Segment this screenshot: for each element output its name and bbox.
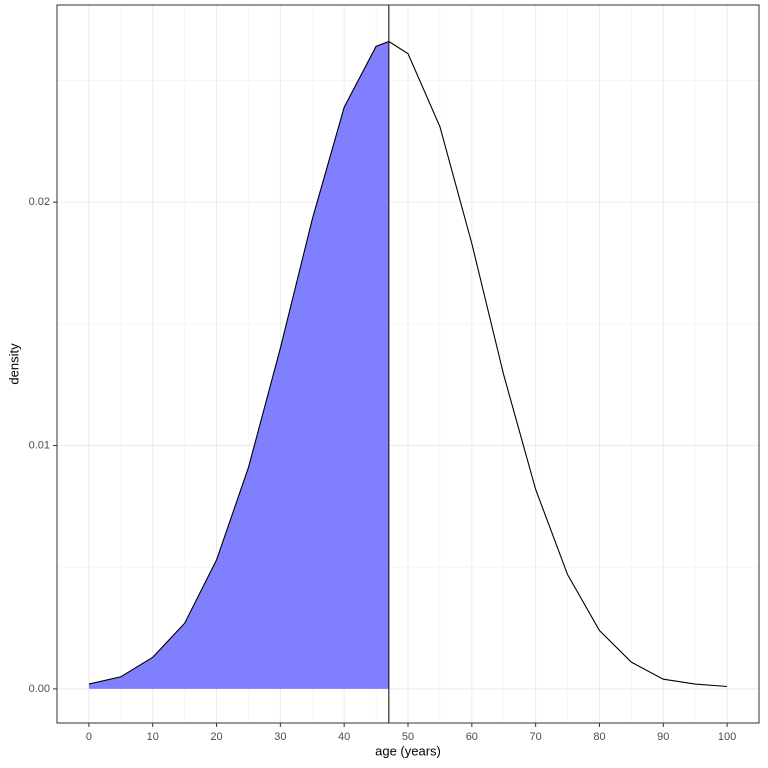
x-tick-label: 90 [657,731,669,743]
x-tick-label: 0 [86,731,92,743]
x-tick-label: 40 [338,731,350,743]
density-line [88,40,728,688]
x-tick-label: 80 [593,731,605,743]
x-tick-label: 60 [466,731,478,743]
y-axis-title: density [6,343,21,385]
x-axis-title: age (years) [375,743,441,758]
y-tick-label: 0.01 [29,439,50,451]
x-tick-label: 100 [718,731,736,743]
x-tick-label: 30 [274,731,286,743]
x-tick-label: 20 [210,731,222,743]
y-tick-label: 0.00 [29,683,50,695]
x-tick-label: 10 [147,731,159,743]
x-tick-label: 70 [530,731,542,743]
x-tick-label: 50 [402,731,414,743]
panel-border [56,4,760,724]
y-tick-label: 0.02 [29,196,50,208]
shaded-area [88,41,389,689]
